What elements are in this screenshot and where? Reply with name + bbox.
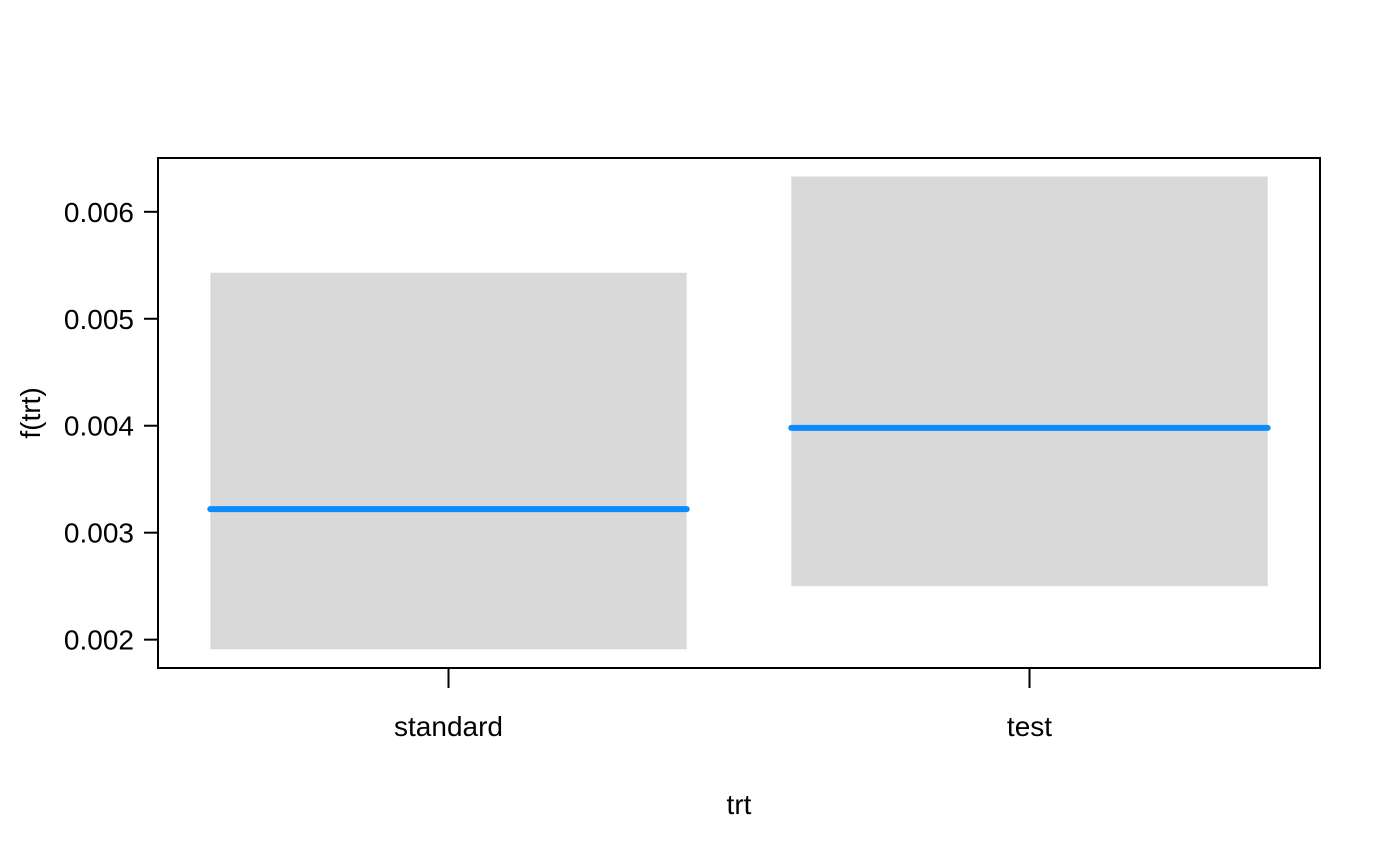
confidence-bands [210,176,1268,650]
x-axis: standard test [394,668,1052,742]
ci-band-standard [210,272,687,650]
y-axis: 0.002 0.003 0.004 0.005 0.006 [64,197,158,656]
x-tick-label: standard [394,711,503,742]
y-tick-label: 0.002 [64,625,134,656]
y-tick-label: 0.003 [64,518,134,549]
x-axis-title: trt [727,789,752,820]
y-tick-label: 0.005 [64,304,134,335]
x-tick-label: test [1007,711,1052,742]
ci-band-test [791,176,1268,587]
y-tick-label: 0.004 [64,411,134,442]
plot-frame [157,157,1321,669]
y-tick-label: 0.006 [64,197,134,228]
estimate-lines [207,424,1271,513]
y-axis-title: f(trt) [15,387,46,438]
